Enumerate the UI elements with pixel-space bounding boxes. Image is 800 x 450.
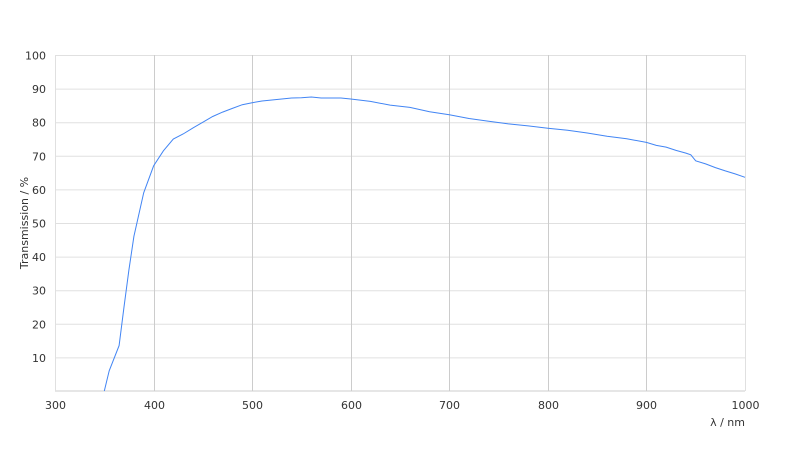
x-axis-label: λ / nm — [710, 416, 745, 429]
y-tick-label: 10 — [32, 352, 46, 365]
y-tick-label: 30 — [32, 285, 46, 298]
y-tick-label: 90 — [32, 83, 46, 96]
x-tick-label: 400 — [144, 399, 165, 412]
series — [103, 96, 746, 392]
x-tick-label: 800 — [538, 399, 559, 412]
y-tick-label: 100 — [25, 50, 46, 63]
x-tick-label: 300 — [45, 399, 66, 412]
y-tick-label: 80 — [32, 117, 46, 130]
x-tick-label: 600 — [341, 399, 362, 412]
transmission-line — [103, 96, 746, 392]
y-tick-label: 60 — [32, 184, 46, 197]
y-axis-label: Transmission / % — [18, 177, 31, 270]
tick-labels: 10 20 30 40 50 60 70 80 90 100 300 400 500 600 700 800 9… — [25, 50, 760, 413]
y-tick-label: 20 — [32, 318, 46, 331]
grid — [55, 55, 746, 392]
x-tick-label: 900 — [636, 399, 657, 412]
x-tick-label: 500 — [242, 399, 263, 412]
x-tick-label: 1000 — [732, 399, 760, 412]
y-tick-label: 50 — [32, 218, 46, 231]
y-tick-label: 40 — [32, 251, 46, 264]
x-tick-label: 700 — [439, 399, 460, 412]
y-tick-label: 70 — [32, 150, 46, 163]
